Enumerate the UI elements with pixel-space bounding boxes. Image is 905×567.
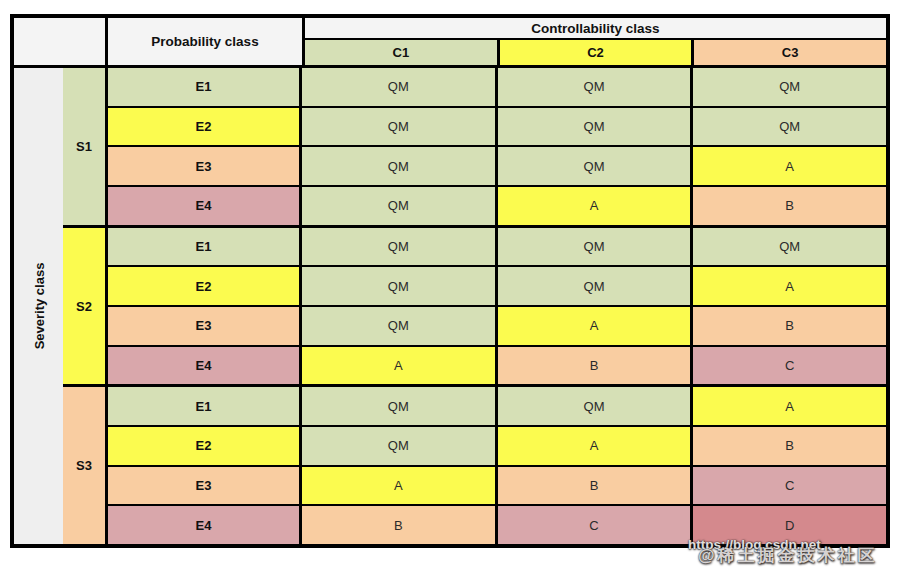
asil-value-cell: A bbox=[498, 427, 694, 465]
table-row: E2QMQMQM bbox=[108, 108, 886, 148]
severity-cell-s1: S1 bbox=[63, 68, 108, 225]
probability-rows: E1QMQMQME2QMQMQME3QMQMAE4QMAB bbox=[108, 68, 886, 225]
severity-blocks: S1E1QMQMQME2QMQMQME3QMQMAE4QMABS2E1QMQMQ… bbox=[63, 68, 886, 544]
asil-value-cell: QM bbox=[302, 108, 498, 146]
asil-value-cell: B bbox=[693, 307, 886, 345]
probability-cell-e1: E1 bbox=[108, 387, 302, 425]
table-row: E1QMQMA bbox=[108, 387, 886, 427]
asil-value-cell: A bbox=[498, 187, 694, 225]
asil-value-cell: QM bbox=[693, 228, 886, 266]
asil-value-cell: QM bbox=[302, 187, 498, 225]
table-row: E3ABC bbox=[108, 467, 886, 507]
severity-block-s1: S1E1QMQMQME2QMQMQME3QMQMAE4QMAB bbox=[63, 68, 886, 228]
asil-value-cell: C bbox=[498, 506, 694, 544]
asil-value-cell: QM bbox=[498, 267, 694, 305]
table-row: E4BCD bbox=[108, 506, 886, 544]
asil-value-cell: QM bbox=[498, 147, 694, 185]
asil-value-cell: A bbox=[693, 147, 886, 185]
probability-cell-e2: E2 bbox=[108, 108, 302, 146]
asil-value-cell: QM bbox=[302, 147, 498, 185]
probability-cell-e3: E3 bbox=[108, 147, 302, 185]
asil-value-cell: B bbox=[498, 347, 694, 385]
asil-value-cell: A bbox=[302, 347, 498, 385]
asil-value-cell: A bbox=[302, 467, 498, 505]
column-header-c3: C3 bbox=[694, 40, 886, 65]
asil-value-cell: QM bbox=[498, 108, 694, 146]
asil-value-cell: A bbox=[498, 307, 694, 345]
table-header-row: Probability class Controllability class … bbox=[14, 18, 886, 68]
severity-cell-s3: S3 bbox=[63, 387, 108, 544]
asil-value-cell: QM bbox=[693, 68, 886, 106]
probability-cell-e1: E1 bbox=[108, 68, 302, 106]
asil-value-cell: B bbox=[693, 187, 886, 225]
asil-value-cell: D bbox=[693, 506, 886, 544]
asil-value-cell: QM bbox=[693, 108, 886, 146]
asil-value-cell: QM bbox=[302, 68, 498, 106]
corner-cell bbox=[14, 18, 108, 65]
severity-block-s2: S2E1QMQMQME2QMQMAE3QMABE4ABC bbox=[63, 228, 886, 388]
probability-cell-e2: E2 bbox=[108, 267, 302, 305]
asil-value-cell: QM bbox=[302, 307, 498, 345]
probability-rows: E1QMQMAE2QMABE3ABCE4BCD bbox=[108, 387, 886, 544]
column-header-c1: C1 bbox=[305, 40, 500, 65]
asil-value-cell: B bbox=[693, 427, 886, 465]
asil-value-cell: B bbox=[302, 506, 498, 544]
probability-cell-e4: E4 bbox=[108, 187, 302, 225]
table-row: E1QMQMQM bbox=[108, 68, 886, 108]
page-background: Probability class Controllability class … bbox=[0, 0, 905, 567]
table-row: E4ABC bbox=[108, 347, 886, 385]
severity-class-column: Severity class bbox=[14, 68, 63, 544]
asil-value-cell: QM bbox=[302, 267, 498, 305]
table-body: Severity class S1E1QMQMQME2QMQMQME3QMQMA… bbox=[14, 68, 886, 544]
probability-cell-e4: E4 bbox=[108, 347, 302, 385]
asil-value-cell: A bbox=[693, 387, 886, 425]
severity-block-s3: S3E1QMQMAE2QMABE3ABCE4BCD bbox=[63, 387, 886, 544]
severity-class-label: Severity class bbox=[31, 263, 46, 350]
controllability-columns-row: C1 C2 C3 bbox=[305, 40, 886, 65]
probability-cell-e2: E2 bbox=[108, 427, 302, 465]
asil-value-cell: QM bbox=[498, 228, 694, 266]
controllability-class-header: Controllability class bbox=[305, 18, 886, 40]
probability-rows: E1QMQMQME2QMQMAE3QMABE4ABC bbox=[108, 228, 886, 385]
asil-value-cell: QM bbox=[302, 387, 498, 425]
asil-value-cell: QM bbox=[302, 228, 498, 266]
probability-cell-e1: E1 bbox=[108, 228, 302, 266]
severity-cell-s2: S2 bbox=[63, 228, 108, 385]
asil-value-cell: QM bbox=[302, 427, 498, 465]
asil-value-cell: C bbox=[693, 467, 886, 505]
probability-cell-e3: E3 bbox=[108, 467, 302, 505]
probability-cell-e3: E3 bbox=[108, 307, 302, 345]
table-row: E3QMQMA bbox=[108, 147, 886, 187]
asil-value-cell: QM bbox=[498, 68, 694, 106]
asil-value-cell: QM bbox=[498, 387, 694, 425]
table-row: E2QMQMA bbox=[108, 267, 886, 307]
table-row: E3QMAB bbox=[108, 307, 886, 347]
asil-value-cell: C bbox=[693, 347, 886, 385]
column-header-c2: C2 bbox=[500, 40, 695, 65]
controllability-header-group: Controllability class C1 C2 C3 bbox=[305, 18, 886, 65]
table-row: E2QMAB bbox=[108, 427, 886, 467]
table-row: E4QMAB bbox=[108, 187, 886, 225]
probability-cell-e4: E4 bbox=[108, 506, 302, 544]
table-row: E1QMQMQM bbox=[108, 228, 886, 268]
probability-class-header: Probability class bbox=[108, 18, 305, 65]
asil-determination-table: Probability class Controllability class … bbox=[10, 14, 890, 548]
asil-value-cell: B bbox=[498, 467, 694, 505]
asil-value-cell: A bbox=[693, 267, 886, 305]
